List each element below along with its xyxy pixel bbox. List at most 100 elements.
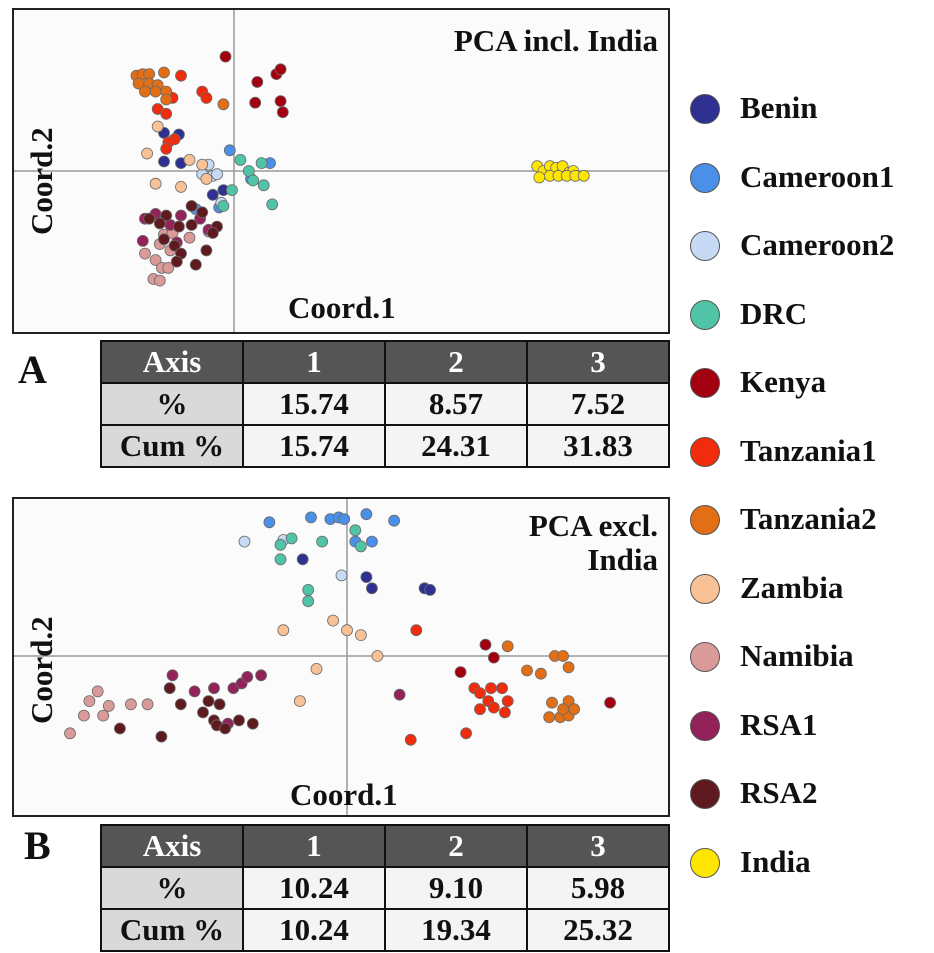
data-point-rsa2	[219, 722, 232, 735]
data-point-tanzania2	[158, 66, 170, 79]
data-point-benin	[206, 188, 219, 201]
data-point-namibia	[141, 698, 154, 711]
data-point-rsa1	[188, 685, 201, 698]
legend-item: Zambia	[688, 568, 928, 608]
data-point-zambia	[183, 153, 196, 166]
data-point-drc	[354, 540, 367, 553]
table-a-cell: 15.74	[242, 424, 386, 468]
data-point-rsa2	[114, 722, 126, 735]
table-a-row-label: %	[100, 382, 244, 426]
data-point-kenya	[479, 638, 492, 651]
data-point-rsa2	[155, 730, 168, 743]
data-point-cameroon1	[263, 516, 276, 529]
data-point-rsa2	[185, 200, 198, 212]
data-point-rsa2	[170, 255, 183, 268]
table-a-header-row: Axis 1 2 3	[100, 340, 670, 384]
data-point-cameroon1	[338, 513, 351, 526]
data-point-rsa2	[197, 706, 209, 719]
data-point-india	[533, 171, 546, 184]
table-a-header-cell: 2	[384, 340, 528, 384]
table-a-header-cell: 1	[242, 340, 386, 384]
data-point-cameroon1	[305, 511, 317, 524]
data-point-namibia	[153, 274, 166, 287]
table-b-cell: 10.24	[242, 866, 386, 910]
data-point-zambia	[200, 172, 213, 185]
plot-a-title: PCA incl. India	[453, 23, 658, 58]
legend-marker	[690, 299, 720, 330]
data-point-tanzania1	[460, 727, 473, 740]
table-b-header-cell: Axis	[100, 824, 244, 868]
data-point-rsa2	[233, 714, 245, 727]
data-point-tanzania2	[543, 711, 556, 724]
data-point-cameroon2	[335, 569, 348, 582]
data-point-tanzania2	[160, 93, 173, 106]
data-point-tanzania1	[200, 92, 213, 104]
data-point-rsa2	[202, 695, 215, 708]
data-point-zambia	[310, 662, 323, 675]
legend-item: Tanzania1	[688, 431, 928, 471]
data-point-rsa2	[160, 209, 173, 222]
legend-marker	[690, 368, 720, 398]
data-point-rsa1	[175, 209, 187, 222]
legend-label: Tanzania2	[740, 501, 877, 536]
table-b-cell: 19.34	[384, 908, 528, 952]
data-point-tanzania2	[557, 703, 569, 716]
data-point-rsa2	[174, 698, 187, 711]
data-point-drc	[217, 200, 230, 212]
data-point-zambia	[341, 624, 353, 637]
table-b-header-cell: 1	[242, 824, 386, 868]
legend-item: Benin	[688, 88, 928, 128]
table-b-row-label: %	[100, 866, 244, 910]
table-b-header-cell: 2	[384, 824, 528, 868]
data-point-zambia	[151, 120, 164, 133]
data-point-zambia	[293, 695, 306, 708]
legend-label: Cameroon1	[740, 158, 895, 194]
data-point-rsa2	[246, 717, 259, 730]
data-point-drc	[225, 184, 238, 197]
table-b-row: % 10.24 9.10 5.98	[100, 866, 670, 910]
data-point-rsa2	[200, 244, 213, 257]
table-a-cell: 15.74	[242, 382, 386, 426]
plot-a-y-axis-label: Coord.2	[24, 127, 59, 235]
legend-label: Kenya	[740, 364, 827, 399]
data-point-rsa2	[189, 258, 202, 271]
data-point-tanzania1	[501, 695, 514, 708]
data-point-drc	[257, 179, 270, 192]
data-point-zambia	[149, 177, 162, 190]
data-point-benin	[424, 584, 437, 596]
legend-item: Cameroon1	[688, 157, 928, 197]
data-point-namibia	[125, 698, 137, 711]
data-point-zambia	[371, 650, 384, 662]
legend-label: Zambia	[740, 569, 844, 605]
data-point-namibia	[139, 247, 151, 260]
table-b-cell: 5.98	[526, 866, 670, 910]
data-point-benin	[296, 553, 309, 566]
legend-marker	[690, 573, 720, 604]
legend-label: India	[740, 843, 811, 879]
data-point-tanzania2	[562, 695, 575, 708]
table-a-row-label: Cum %	[100, 424, 244, 468]
data-point-namibia	[97, 709, 110, 722]
legend-label: DRC	[740, 295, 808, 331]
legend-item: RSA1	[688, 705, 928, 745]
table-a-row: Cum % 15.74 24.31 31.83	[100, 424, 670, 468]
data-point-tanzania1	[487, 701, 500, 714]
legend-marker	[690, 231, 720, 261]
data-point-benin	[360, 571, 373, 583]
data-point-tanzania1	[175, 69, 187, 82]
data-point-rsa1	[393, 688, 406, 701]
data-point-tanzania2	[139, 85, 151, 98]
data-point-cameroon2	[238, 535, 251, 548]
data-point-kenya	[251, 76, 264, 88]
scatter-plot-b: PCA excl. India Coord.1 Coord.2	[12, 497, 670, 817]
data-point-rsa1	[255, 669, 268, 682]
table-b-row-label: Cum %	[100, 908, 244, 952]
data-point-rsa2	[153, 217, 166, 230]
table-a-cell: 7.52	[526, 382, 670, 426]
data-point-tanzania1	[496, 682, 509, 695]
data-point-namibia	[91, 685, 104, 698]
legend-item: Namibia	[688, 636, 928, 676]
data-point-kenya	[274, 95, 287, 107]
data-point-rsa2	[143, 212, 156, 225]
data-point-tanzania2	[501, 640, 514, 653]
